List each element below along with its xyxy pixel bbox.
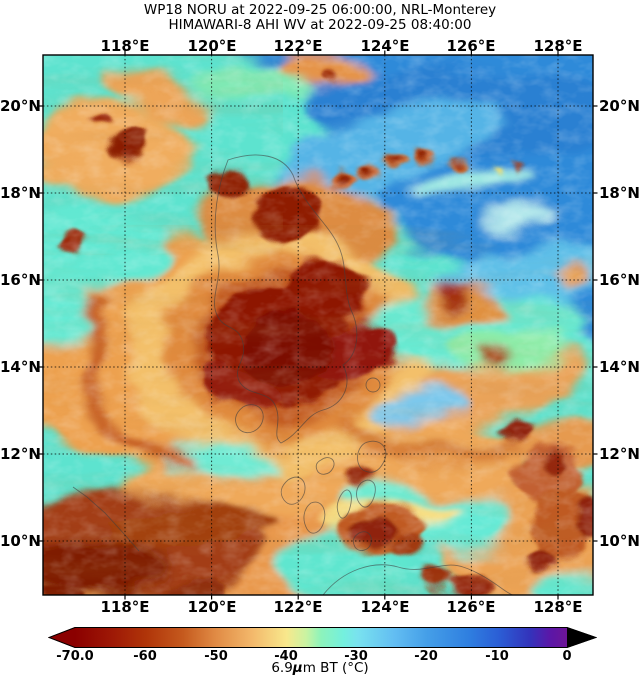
colorbar-label: 6.9μm BT (°C) [0,660,640,676]
x-tick-label-top-120e: 120°E [187,37,237,55]
coastlines [72,154,514,595]
y-tick-label-left-18n: 18°N [0,184,41,202]
x-tick-label-bottom-118e: 118°E [100,598,150,616]
y-tick-label-right-20n: 20°N [599,97,640,115]
colorbar-gradient [75,627,567,648]
colorbar-over-arrow [567,627,597,648]
grain-texture-warm-nw [43,55,283,255]
x-tick-label-top-128e: 128°E [533,37,583,55]
y-tick-label-right-12n: 12°N [599,445,640,463]
figure-title: WP18 NORU at 2022-09-25 06:00:00, NRL-Mo… [0,3,640,33]
colorbar-under-arrow [48,627,75,648]
colorbar-tick-m20: -20 [414,649,438,664]
y-tick-label-right-14n: 14°N [599,358,640,376]
colorbar-tick-m10: -10 [485,649,509,664]
colorbar-tick-m40: -40 [274,649,298,664]
figure-title-line1: WP18 NORU at 2022-09-25 06:00:00, NRL-Mo… [143,2,497,18]
y-tick-label-left-16n: 16°N [0,271,41,289]
grain-texture-warm [43,225,593,595]
satellite-map [37,49,599,601]
colorbar-label-suffix: m BT (°C) [302,660,369,676]
wv-imagery-layer [43,55,593,595]
colorbar-tick-m30: -30 [344,649,368,664]
x-tick-label-bottom-128e: 128°E [533,598,583,616]
y-tick-label-left-14n: 14°N [0,358,41,376]
colorbar-label-mu: μ [292,660,303,676]
colorbar-tick-m50: -50 [204,649,228,664]
x-tick-label-top-124e: 124°E [360,37,410,55]
y-tick-label-right-10n: 10°N [599,532,640,550]
y-tick-label-left-12n: 12°N [0,445,41,463]
x-tick-label-top-126e: 126°E [446,37,496,55]
gridlines [43,55,593,595]
x-tick-label-bottom-126e: 126°E [446,598,496,616]
axis-ticks [38,50,598,600]
y-tick-label-left-10n: 10°N [0,532,41,550]
colorbar-label-prefix: 6.9 [271,660,293,676]
x-tick-label-bottom-120e: 120°E [187,598,237,616]
figure-title-line2: HIMAWARI-8 AHI WV at 2022-09-25 08:40:00 [168,17,472,33]
y-tick-label-right-16n: 16°N [599,271,640,289]
colorbar [47,627,598,648]
map-border [42,54,594,596]
x-tick-label-bottom-124e: 124°E [360,598,410,616]
colorbar-tick-m70: -70.0 [56,649,94,664]
x-tick-label-top-122e: 122°E [273,37,323,55]
x-tick-label-bottom-122e: 122°E [273,598,323,616]
colorbar-outline [47,627,598,648]
colorbar-tick-0: 0 [562,649,572,664]
x-tick-label-top-118e: 118°E [100,37,150,55]
colorbar-tick-m60: -60 [133,649,157,664]
y-tick-label-right-18n: 18°N [599,184,640,202]
y-tick-label-left-20n: 20°N [0,97,41,115]
